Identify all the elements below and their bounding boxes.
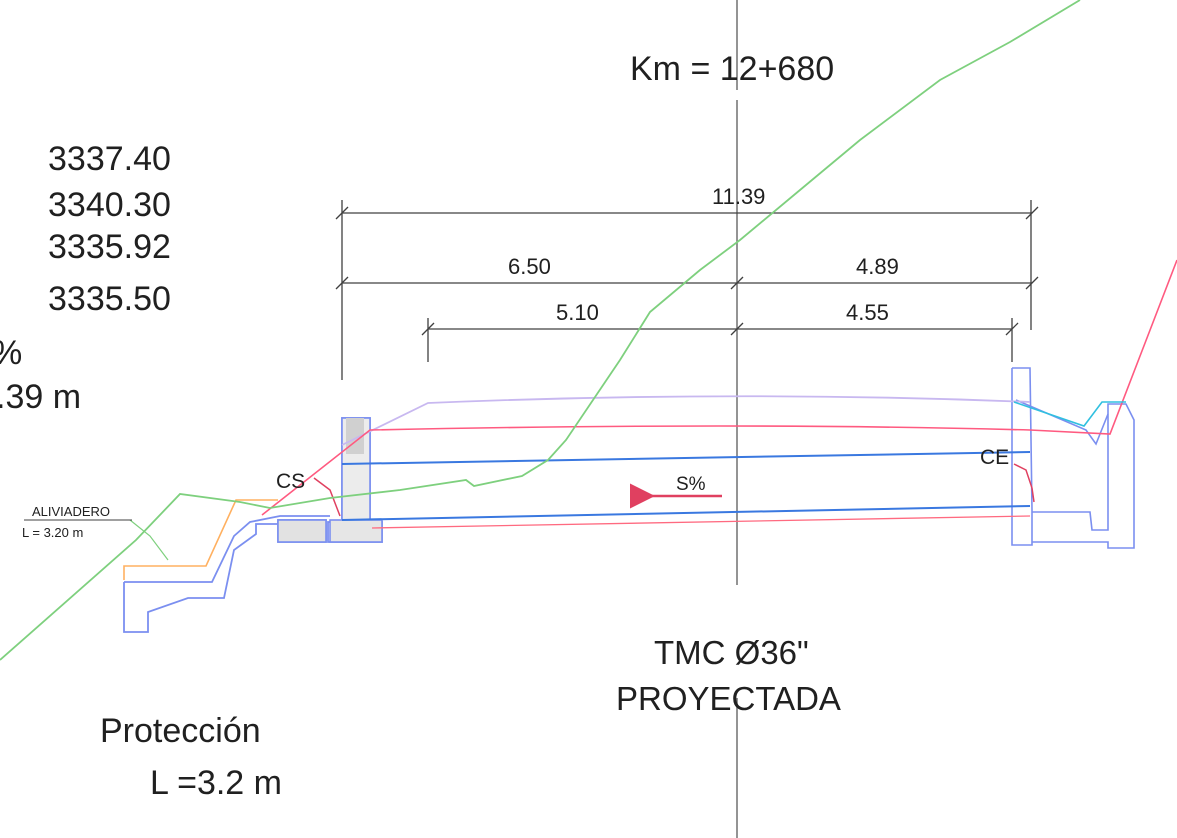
dimension-lines [335, 200, 1039, 380]
spillway-leader [129, 519, 169, 561]
spillway-length: L = 3.20 m [22, 525, 83, 540]
pipe-label-2: PROYECTADA [616, 680, 841, 717]
inlet-channel [1013, 401, 1126, 427]
protection-length: L =3.2 m [150, 764, 282, 802]
partial-length: .39 m [0, 378, 81, 416]
terrain-line [0, 0, 1081, 661]
outlet-drop-arrow [313, 477, 341, 517]
spillway-title: ALIVIADERO [32, 504, 110, 519]
inlet-label: CE [980, 446, 1009, 469]
dim-inner-right: 4.55 [846, 300, 889, 325]
dim-total: 11.39 [712, 184, 765, 209]
road-surface-line [261, 259, 1177, 516]
partial-percent: % [0, 334, 22, 372]
pipe-label-1: TMC Ø36" [654, 634, 809, 671]
outlet-headwall [277, 417, 383, 543]
inlet-drop-arrow [1013, 463, 1035, 503]
road-outline [341, 395, 1031, 446]
dim-left-half: 6.50 [508, 254, 551, 279]
station-label: Km = 12+680 [630, 50, 834, 88]
dim-inner-left: 5.10 [556, 300, 599, 325]
protection-title: Protección [100, 712, 261, 750]
culvert-bottom [341, 505, 1031, 521]
spillway-outline [123, 499, 278, 580]
elevation-1: 3337.40 [48, 140, 171, 178]
elevation-4: 3335.50 [48, 280, 171, 318]
elevation-2: 3340.30 [48, 186, 171, 224]
elevation-3: 3335.92 [48, 228, 171, 266]
slope-label: S% [676, 474, 706, 495]
dim-right-half: 4.89 [856, 254, 899, 279]
outlet-label: CS [276, 470, 305, 493]
culvert-invert [371, 515, 1031, 529]
culvert-top [341, 451, 1031, 465]
inlet-structure [1011, 367, 1135, 549]
